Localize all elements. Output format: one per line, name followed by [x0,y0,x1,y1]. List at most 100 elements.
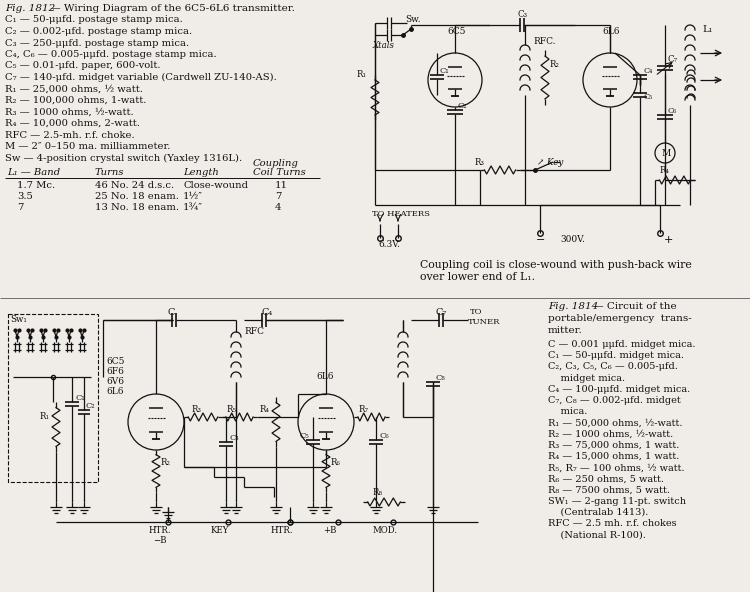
Text: +: + [664,235,674,245]
Text: C₇, C₈ — 0.002-μfd. midget: C₇, C₈ — 0.002-μfd. midget [548,396,681,405]
Text: R₁ — 25,000 ohms, ½ watt.: R₁ — 25,000 ohms, ½ watt. [5,85,142,94]
Text: R₂ — 100,000 ohms, 1-watt.: R₂ — 100,000 ohms, 1-watt. [5,96,146,105]
Text: TUNER: TUNER [468,318,500,326]
Text: 6L6: 6L6 [602,27,619,36]
Text: 13 No. 18 enam.: 13 No. 18 enam. [95,203,179,212]
Text: R₄ — 10,000 ohms, 2-watt.: R₄ — 10,000 ohms, 2-watt. [5,119,140,128]
Text: 25 No. 18 enam.: 25 No. 18 enam. [95,192,178,201]
Text: R₆ — 250 ohms, 5 watt.: R₆ — 250 ohms, 5 watt. [548,474,664,484]
Text: C₃: C₃ [229,434,238,442]
Text: Coupling: Coupling [253,159,298,168]
Text: — Circuit of the: — Circuit of the [590,302,676,311]
Text: R₈: R₈ [373,488,383,497]
Text: over lower end of L₁.: over lower end of L₁. [420,272,535,282]
Text: R₇: R₇ [359,405,369,414]
Text: 1¾″: 1¾″ [183,203,203,212]
Text: −: − [536,235,545,245]
Text: C₆: C₆ [379,432,388,440]
Text: ↗ Key: ↗ Key [537,158,563,167]
Text: KEY: KEY [211,526,230,535]
Text: R₅: R₅ [227,405,237,414]
Text: C₄: C₄ [643,67,652,75]
Text: C₁: C₁ [440,67,450,75]
Text: 3.5: 3.5 [17,192,33,201]
Text: Sw₁: Sw₁ [10,315,27,324]
Text: 46 No. 24 d.s.c.: 46 No. 24 d.s.c. [95,181,174,190]
Text: HTR.
−B: HTR. −B [148,526,171,545]
Text: C₁: C₁ [75,394,85,402]
Text: R₃: R₃ [192,405,202,414]
Text: L₁: L₁ [702,25,712,34]
Text: — Wiring Diagram of the 6C5-6L6 transmitter.: — Wiring Diagram of the 6C5-6L6 transmit… [47,4,295,13]
Text: 6F6: 6F6 [106,367,124,376]
Text: C₂ — 0.002-μfd. postage stamp mica.: C₂ — 0.002-μfd. postage stamp mica. [5,27,192,36]
Text: R₁ — 50,000 ohms, ½-watt.: R₁ — 50,000 ohms, ½-watt. [548,419,682,427]
Text: C₆: C₆ [668,107,677,115]
Text: MOD.: MOD. [373,526,398,535]
Text: R₆: R₆ [331,458,340,467]
Text: 1½″: 1½″ [183,192,203,201]
Text: mitter.: mitter. [548,326,583,335]
Text: portable/emergency  trans-: portable/emergency trans- [548,314,692,323]
Text: C₅: C₅ [299,432,309,440]
Text: (Centralab 1413).: (Centralab 1413). [548,508,648,517]
Text: R₃: R₃ [475,158,485,167]
Text: SW₁ — 2-gang 11-pt. switch: SW₁ — 2-gang 11-pt. switch [548,497,686,506]
Text: 300V.: 300V. [560,235,585,244]
Text: R₄: R₄ [260,405,270,414]
Text: C₂: C₂ [458,102,468,110]
Text: 11: 11 [275,181,288,190]
Text: +B: +B [323,526,337,535]
Text: Length: Length [183,168,219,177]
Text: R₅, R₇ — 100 ohms, ½ watt.: R₅, R₇ — 100 ohms, ½ watt. [548,463,685,472]
Text: C₅: C₅ [643,93,652,101]
Text: 7: 7 [275,192,281,201]
Text: R₁: R₁ [357,70,367,79]
Text: midget mica.: midget mica. [548,374,626,382]
Text: R₂: R₂ [161,458,171,467]
Text: C₃: C₃ [517,10,527,19]
Text: R₈ — 7500 ohms, 5 watt.: R₈ — 7500 ohms, 5 watt. [548,485,670,494]
Text: C₇: C₇ [668,55,678,64]
Text: 6C5: 6C5 [447,27,466,36]
Text: R₂: R₂ [550,60,560,69]
Text: C₄ — 100-μμfd. midget mica.: C₄ — 100-μμfd. midget mica. [548,385,690,394]
Text: Xtals: Xtals [373,41,394,50]
Text: C₄: C₄ [261,308,272,317]
Text: Sw — 4-position crystal switch (Yaxley 1316L).: Sw — 4-position crystal switch (Yaxley 1… [5,153,242,163]
Text: C₁ — 50-μμfd. postage stamp mica.: C₁ — 50-μμfd. postage stamp mica. [5,15,183,24]
Text: TO: TO [470,308,482,316]
Text: C₄, C₆ — 0.005-μμfd. postage stamp mica.: C₄, C₆ — 0.005-μμfd. postage stamp mica. [5,50,217,59]
Text: R₂ — 1000 ohms, ½-watt.: R₂ — 1000 ohms, ½-watt. [548,430,674,439]
Text: (National R-100).: (National R-100). [548,530,646,539]
Text: R₃ — 75,000 ohms, 1 watt.: R₃ — 75,000 ohms, 1 watt. [548,441,680,450]
Text: R₃ — 1000 ohms, ½-watt.: R₃ — 1000 ohms, ½-watt. [5,108,134,117]
Text: 4: 4 [275,203,281,212]
Text: L₁ — Band: L₁ — Band [7,168,60,177]
Text: Sw.: Sw. [405,15,421,24]
Text: C — 0.001 μμfd. midget mica.: C — 0.001 μμfd. midget mica. [548,340,695,349]
Text: Turns: Turns [95,168,124,177]
Text: mica.: mica. [548,407,587,416]
Text: C₂: C₂ [86,402,96,410]
Text: R₄: R₄ [660,166,670,175]
Text: 6C5: 6C5 [106,357,124,366]
Text: TO HEATERS: TO HEATERS [372,210,430,218]
Text: M: M [662,149,671,158]
Text: C₇: C₇ [435,308,446,317]
Text: R₁: R₁ [40,412,50,421]
Text: 6.3V.: 6.3V. [378,240,400,249]
Text: HTR.: HTR. [271,526,293,535]
Text: 7: 7 [17,203,23,212]
Text: C₇ — 140-μfd. midget variable (Cardwell ZU-140-AS).: C₇ — 140-μfd. midget variable (Cardwell … [5,73,277,82]
Text: 6L6: 6L6 [316,372,334,381]
Text: RFC — 2.5 mh. r.f. chokes: RFC — 2.5 mh. r.f. chokes [548,519,676,528]
Text: Fig. 1814: Fig. 1814 [548,302,598,311]
Text: C₈: C₈ [436,374,445,382]
Text: RFC — 2.5-mh. r.f. choke.: RFC — 2.5-mh. r.f. choke. [5,130,135,140]
Text: Fig. 1812: Fig. 1812 [5,4,55,13]
Text: RFC: RFC [244,327,264,336]
Text: C₅ — 0.01-μfd. paper, 600-volt.: C₅ — 0.01-μfd. paper, 600-volt. [5,62,160,70]
Text: Coupling coil is close-wound with push-back wire: Coupling coil is close-wound with push-b… [420,260,692,270]
Text: Close-wound: Close-wound [183,181,248,190]
